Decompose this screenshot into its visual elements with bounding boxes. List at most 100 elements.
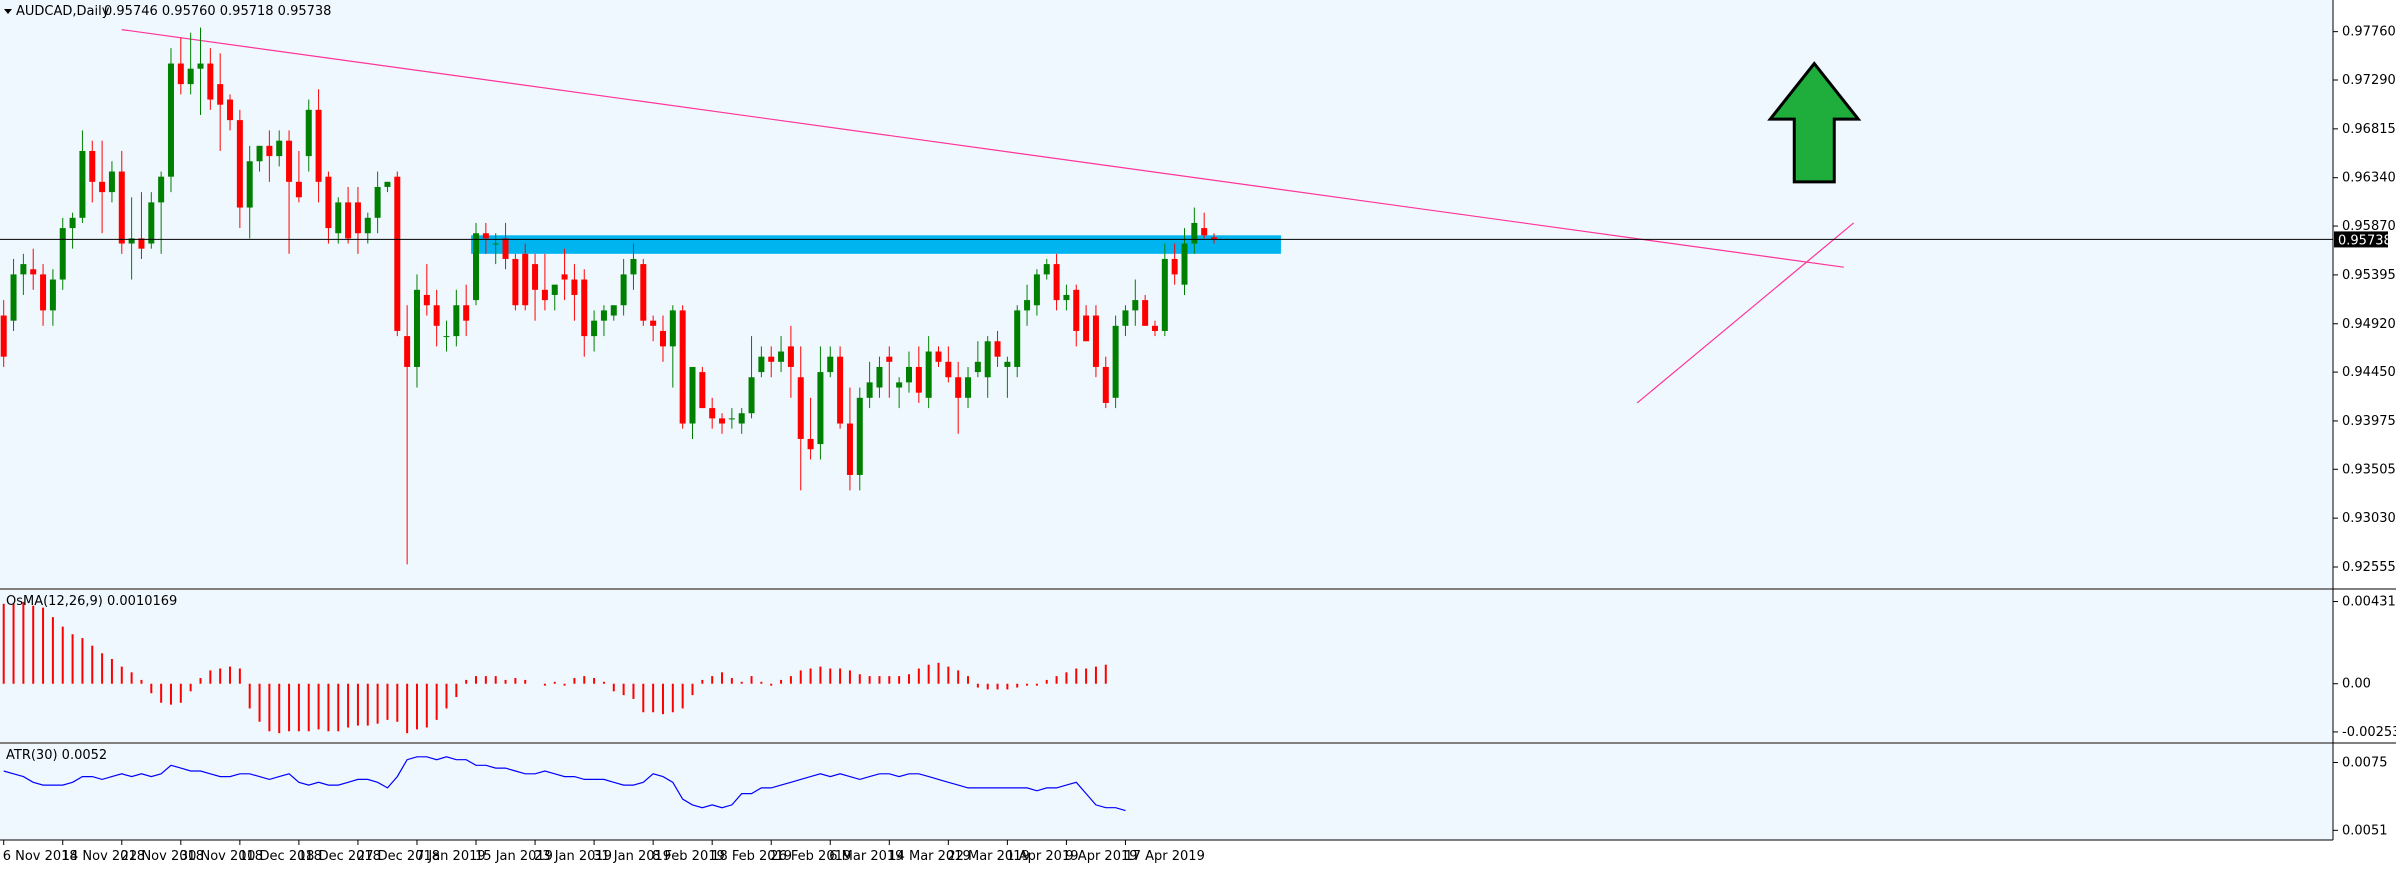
price-tick-label: 0.94450 — [2342, 365, 2396, 380]
time-tick-label: 27 Dec 2018 — [357, 849, 440, 864]
candle-body — [1073, 289, 1080, 331]
candle — [207, 48, 214, 110]
candle — [1033, 269, 1040, 316]
candle-body — [905, 366, 912, 383]
candle — [748, 336, 755, 419]
candle — [49, 269, 56, 326]
candle-body — [650, 320, 657, 326]
candle — [1043, 258, 1050, 280]
candle — [118, 150, 125, 254]
candle-body — [738, 413, 745, 424]
candle-body — [699, 372, 706, 409]
price-tick-label: 0.92555 — [2342, 560, 2396, 575]
candle-body — [227, 99, 234, 121]
candle — [345, 186, 352, 244]
candle — [463, 284, 470, 337]
candle — [187, 32, 194, 95]
candle — [315, 89, 322, 203]
candle — [236, 109, 243, 229]
time-tick-label: 14 Nov 2018 — [62, 849, 145, 864]
candle — [512, 253, 519, 311]
candle — [404, 305, 411, 565]
candle-body — [118, 171, 125, 244]
candle-body — [354, 202, 361, 234]
candle — [1161, 243, 1168, 337]
time-tick-label: 26 Feb 2019 — [770, 849, 851, 864]
candle — [482, 222, 489, 254]
time-tick-label: 23 Jan 2019 — [534, 849, 612, 864]
candle — [778, 336, 785, 373]
candle — [443, 320, 450, 352]
candle — [10, 258, 17, 331]
candle-body — [305, 109, 312, 157]
candle-body — [817, 372, 824, 445]
candle-body — [1211, 237, 1218, 240]
candle — [925, 336, 932, 409]
candle-body — [69, 217, 76, 229]
candle — [650, 315, 657, 342]
candle — [738, 408, 745, 434]
price-tick-label: 0.95395 — [2342, 268, 2396, 283]
time-tick-label: 6 Mar 2019 — [829, 849, 903, 864]
candle — [69, 212, 76, 249]
osma-tick-label: -0.0025333 — [2342, 725, 2396, 740]
candle — [532, 253, 539, 321]
candle-body — [620, 274, 627, 306]
price-tick-label: 0.97760 — [2342, 25, 2396, 40]
candle — [1211, 233, 1218, 244]
candle-body — [827, 356, 834, 373]
candle — [886, 346, 893, 398]
price-tick-label: 0.96340 — [2342, 171, 2396, 186]
candle — [423, 264, 430, 316]
candle — [364, 212, 371, 244]
candle — [246, 145, 253, 239]
candle — [620, 258, 627, 316]
candle-body — [433, 305, 440, 326]
candle-body — [856, 397, 863, 475]
candle-body — [1092, 315, 1099, 367]
chart-menu-triangle-icon[interactable] — [4, 9, 12, 14]
candle-body — [335, 202, 342, 234]
candle — [473, 222, 480, 306]
candle — [935, 346, 942, 367]
current-price-label: 0.95738 — [2338, 233, 2392, 248]
candle-body — [709, 408, 716, 419]
candle-body — [482, 233, 489, 239]
time-tick-label: 17 Apr 2019 — [1124, 849, 1204, 864]
candle-body — [837, 356, 844, 424]
candle-body — [994, 341, 1001, 357]
candle-body — [502, 238, 509, 259]
candle-body — [49, 279, 56, 311]
candle — [167, 48, 174, 193]
candle — [20, 253, 27, 295]
candle-body — [79, 150, 86, 218]
atr-tick-label: 0.0051 — [2342, 823, 2388, 838]
candle-body — [886, 356, 893, 362]
time-tick-label: 22 Mar 2019 — [947, 849, 1029, 864]
candle-body — [1014, 310, 1021, 367]
candle-body — [719, 418, 726, 424]
candle — [1024, 284, 1031, 326]
candle — [0, 300, 7, 367]
ohlc-values: 0.95746 0.95760 0.95718 0.95738 — [104, 4, 331, 19]
candle — [551, 284, 558, 311]
candle — [276, 130, 283, 167]
candle — [502, 222, 509, 270]
price-tick-label: 0.96815 — [2342, 122, 2396, 137]
price-tick-label: 0.97290 — [2342, 73, 2396, 88]
candle — [837, 346, 844, 429]
candle-body — [207, 63, 214, 100]
candle-body — [374, 186, 381, 218]
candle-body — [679, 310, 686, 424]
candle-body — [158, 176, 165, 203]
candle-body — [1112, 325, 1119, 398]
time-tick-label: 31 Jan 2019 — [593, 849, 671, 864]
candle — [827, 346, 834, 378]
candle-body — [364, 217, 371, 234]
candle — [974, 341, 981, 378]
candle — [728, 408, 735, 429]
candle — [659, 315, 666, 362]
candle-body — [748, 377, 755, 414]
